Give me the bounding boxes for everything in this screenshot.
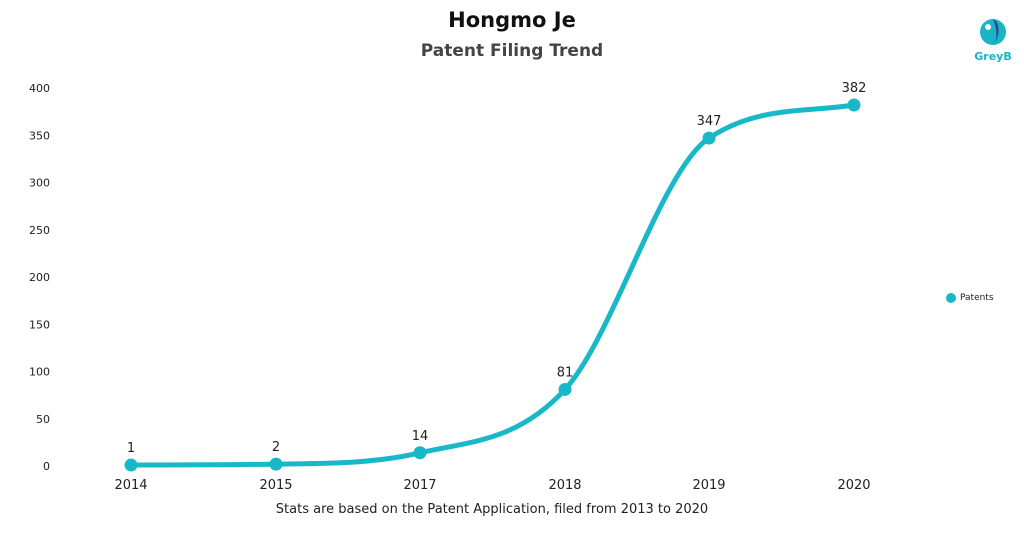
y-tick-label: 0 xyxy=(43,460,50,473)
data-label: 14 xyxy=(412,429,429,444)
greyb-logo-icon xyxy=(980,19,1006,45)
data-label: 81 xyxy=(557,365,574,380)
legend-label: Patents xyxy=(960,293,994,303)
x-tick-label: 2020 xyxy=(837,478,870,493)
logo-text: GreyB xyxy=(974,50,1012,63)
y-tick-label: 100 xyxy=(29,366,50,379)
x-tick-label: 2015 xyxy=(259,478,292,493)
footnote: Stats are based on the Patent Applicatio… xyxy=(275,502,709,517)
data-label: 2 xyxy=(272,440,280,455)
data-point xyxy=(269,457,283,471)
y-tick-label: 200 xyxy=(29,271,50,284)
data-label: 347 xyxy=(697,114,722,129)
chart-title: Hongmo Je xyxy=(448,8,576,32)
data-point xyxy=(847,98,861,112)
x-axis: 2014 2015 2017 2018 2019 2020 xyxy=(114,478,870,493)
x-tick-label: 2014 xyxy=(114,478,147,493)
y-tick-label: 350 xyxy=(29,129,50,142)
data-point xyxy=(702,131,716,145)
x-tick-label: 2019 xyxy=(692,478,725,493)
data-label: 1 xyxy=(127,441,135,456)
y-tick-label: 400 xyxy=(29,82,50,95)
greyb-logo: GreyB xyxy=(968,10,1018,70)
data-points xyxy=(124,98,861,472)
data-point xyxy=(124,458,138,472)
series-line-patents xyxy=(128,102,857,468)
x-tick-label: 2018 xyxy=(548,478,581,493)
y-tick-label: 50 xyxy=(36,413,50,426)
data-point xyxy=(558,382,572,396)
x-tick-label: 2017 xyxy=(403,478,436,493)
y-tick-label: 250 xyxy=(29,224,50,237)
data-labels: 1 2 14 81 347 382 xyxy=(127,81,867,456)
y-axis: 0 50 100 150 200 250 300 350 400 xyxy=(29,82,50,473)
data-point xyxy=(413,446,427,460)
y-tick-label: 150 xyxy=(29,318,50,331)
legend: Patents xyxy=(946,293,994,303)
legend-marker xyxy=(946,293,956,303)
data-label: 382 xyxy=(842,81,867,96)
chart-subtitle: Patent Filing Trend xyxy=(420,41,604,61)
y-tick-label: 300 xyxy=(29,177,50,190)
